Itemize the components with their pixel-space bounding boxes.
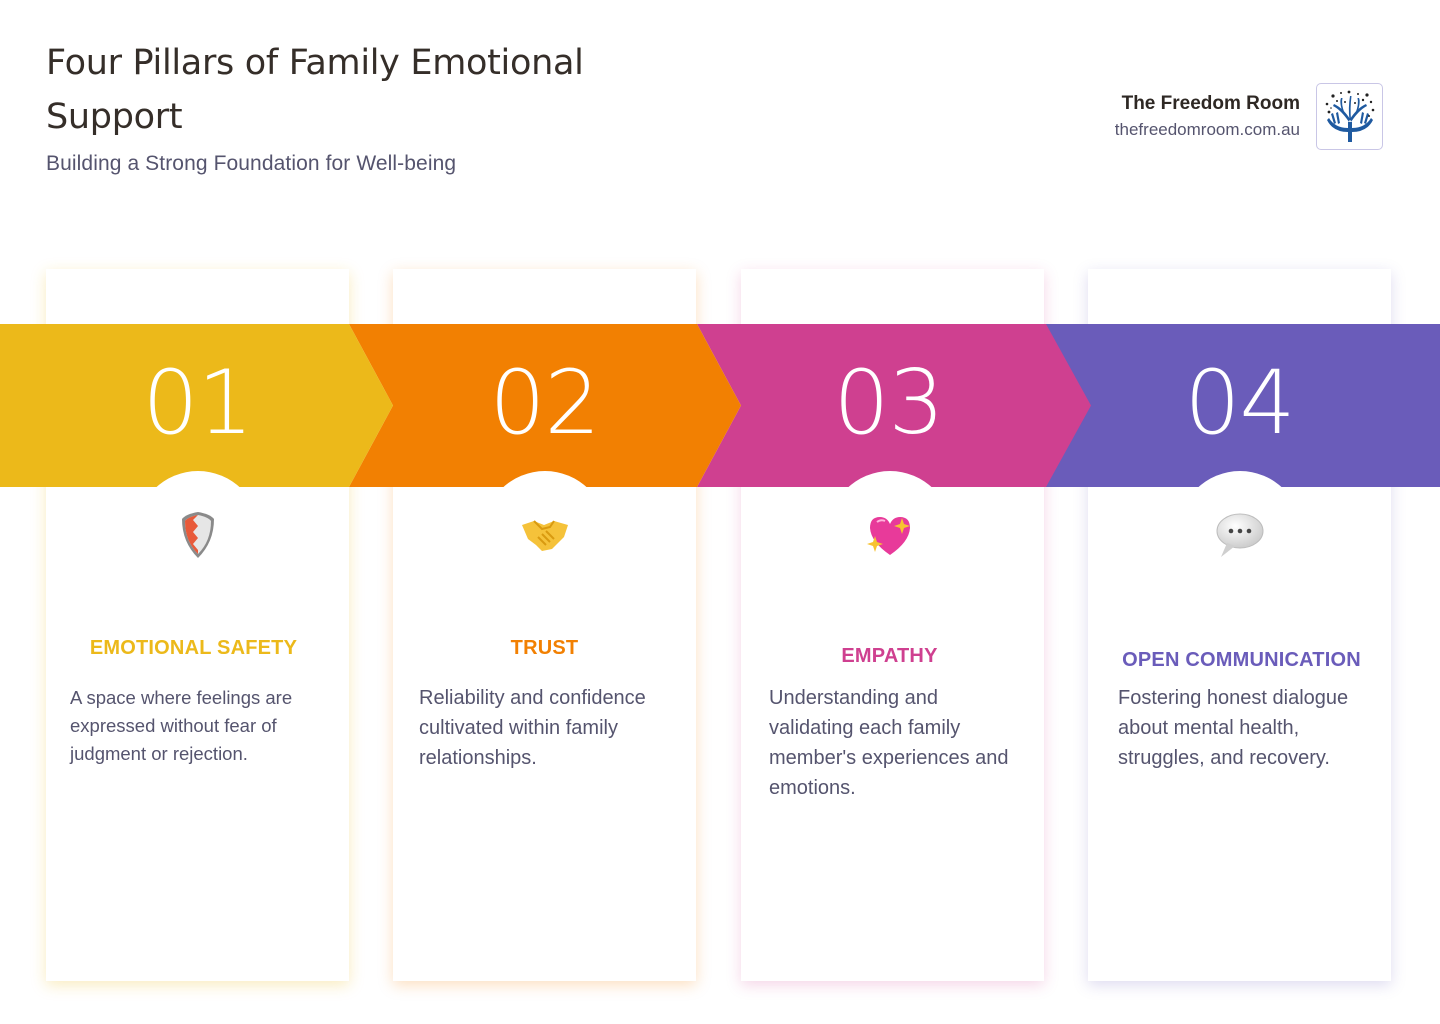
step-number-1: 01 — [142, 351, 254, 454]
pillar-title-1: EMOTIONAL SAFETY — [89, 637, 298, 659]
pillar-description-3: Understanding and validating each family… — [769, 687, 1009, 799]
handshake-icon — [515, 505, 575, 565]
speech-bubble-icon — [1210, 505, 1270, 565]
page-subtitle: Building a Strong Foundation for Well-be… — [46, 152, 457, 175]
brand-block: The Freedom Room thefreedomroom.com.au — [1115, 83, 1383, 150]
tree-hands-logo-icon — [1316, 83, 1383, 150]
pillar-title-3: EMPATHY — [841, 645, 938, 667]
step-arrow-band — [0, 324, 1440, 487]
page-title: Four Pillars of Family Emotional Support — [46, 43, 584, 137]
pillar-title-4: OPEN COMMUNICATION — [1122, 649, 1361, 671]
step-number-3: 03 — [833, 351, 945, 454]
shield-icon — [168, 505, 228, 565]
pillar-description-1: A space where feelings are expressed wit… — [70, 687, 293, 764]
pillar-title-2: TRUST — [510, 637, 579, 659]
sparkling-heart-icon — [860, 505, 920, 565]
step-number-4: 04 — [1184, 351, 1296, 454]
pillar-description-2: Reliability and confidence cultivated wi… — [419, 687, 646, 769]
brand-name: The Freedom Room — [1121, 92, 1300, 114]
step-number-2: 02 — [489, 351, 601, 454]
pillar-description-4: Fostering honest dialogue about mental h… — [1118, 687, 1349, 769]
brand-url[interactable]: thefreedomroom.com.au — [1114, 119, 1300, 139]
